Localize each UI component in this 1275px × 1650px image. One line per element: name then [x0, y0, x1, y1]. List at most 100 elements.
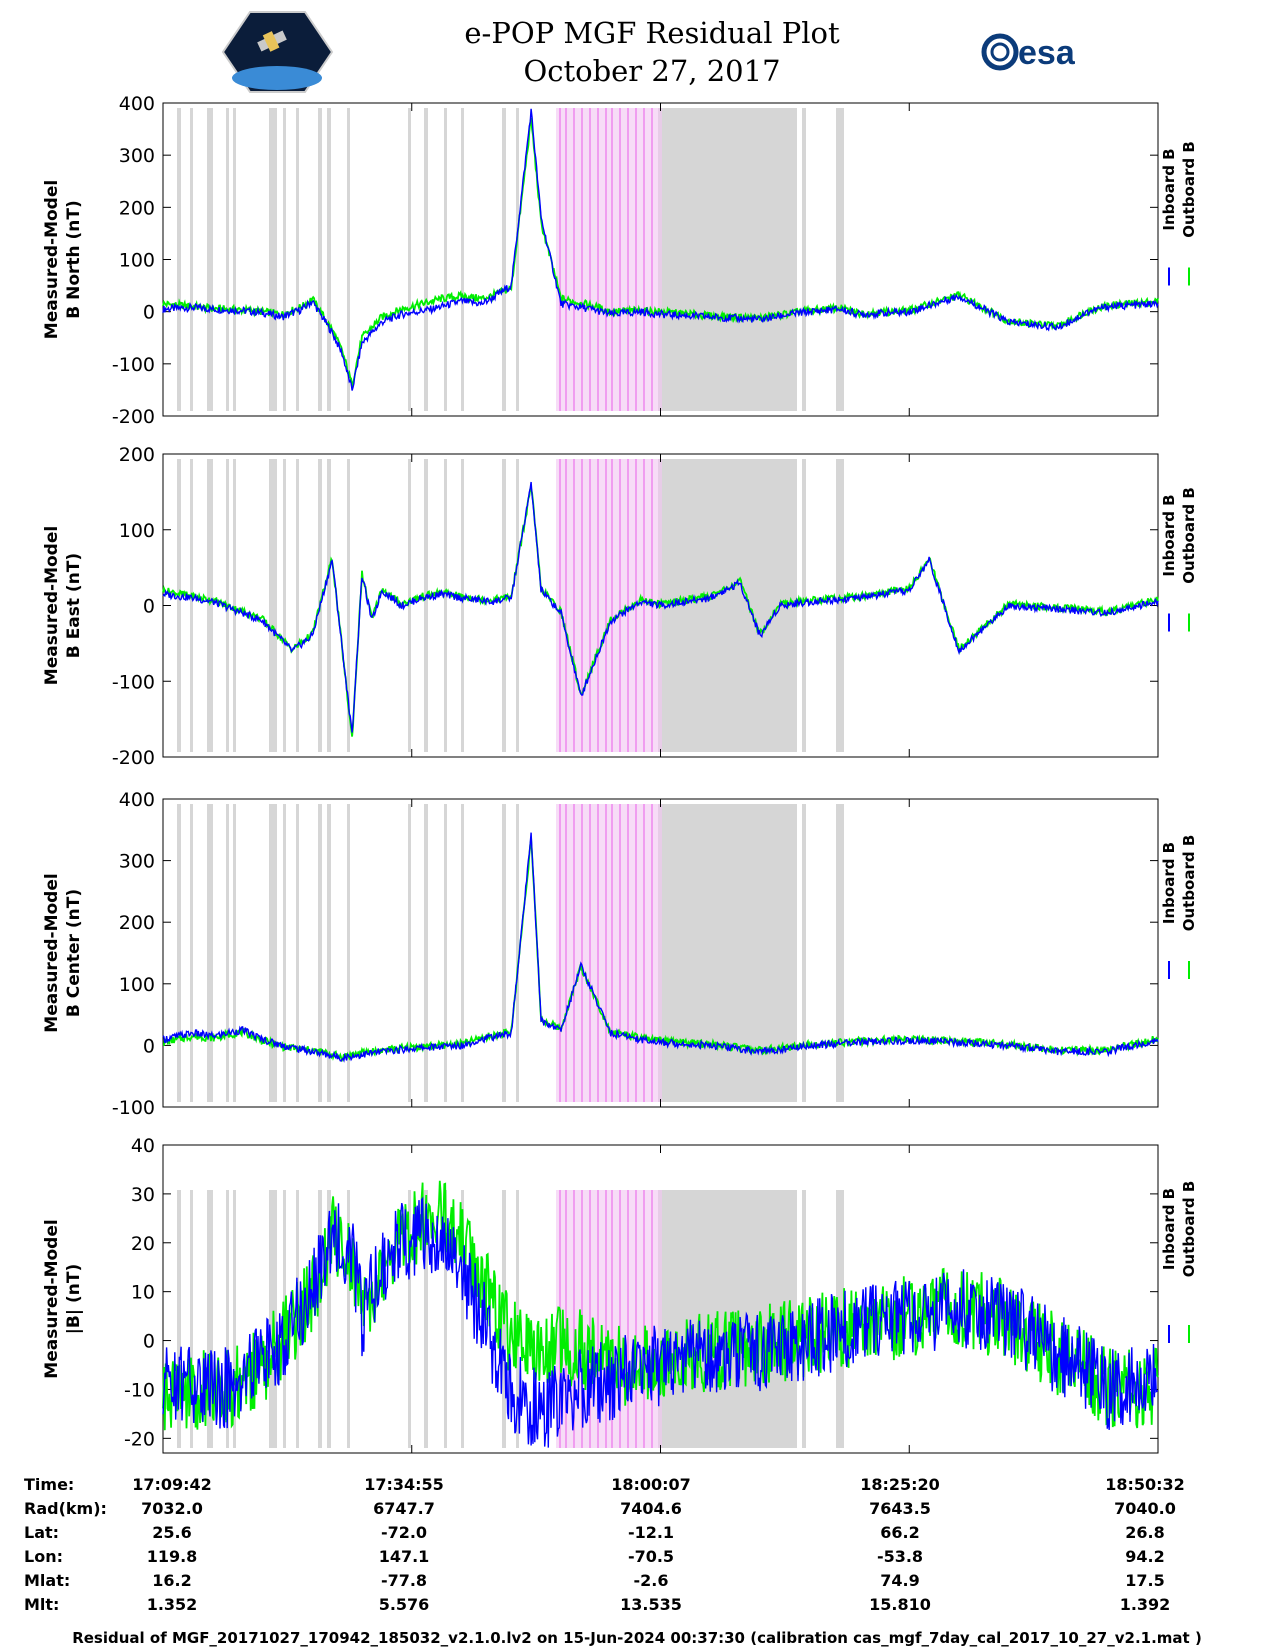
ephemeris-value-lon: -53.8 — [877, 1547, 923, 1566]
ephemeris-value-rad: 7404.6 — [620, 1499, 682, 1518]
ephemeris-value-lat: -12.1 — [628, 1523, 674, 1542]
y-tick-label: 200 — [119, 444, 155, 466]
gap-band — [233, 804, 236, 1102]
esa-logo: esa — [981, 33, 1076, 72]
ephemeris-value-lon: -70.5 — [628, 1547, 674, 1566]
ephemeris-value-time: 17:09:42 — [132, 1475, 212, 1494]
ephemeris-row-label: Mlat: — [24, 1571, 70, 1590]
y-tick-label: 0 — [143, 1035, 155, 1057]
gap-band — [207, 1190, 213, 1448]
y-tick-label: -200 — [112, 406, 155, 428]
y-tick-label: 400 — [119, 789, 155, 811]
ephemeris-value-mlat: -77.8 — [381, 1571, 427, 1590]
y-axis-label: B East (nT) — [64, 553, 84, 658]
pink-band — [556, 459, 662, 752]
gap-band — [836, 804, 844, 1102]
gap-band — [177, 459, 181, 752]
y-tick-label: 200 — [119, 912, 155, 934]
gap-band — [269, 459, 277, 752]
gap-band — [424, 1190, 428, 1448]
gap-band — [318, 804, 322, 1102]
ephemeris-value-lat: -72.0 — [381, 1523, 427, 1542]
y-tick-label: 200 — [119, 197, 155, 219]
gap-band — [408, 1190, 411, 1448]
gap-band — [424, 804, 428, 1102]
plot-title: e-POP MGF Residual Plot — [464, 16, 840, 50]
legend-entry: Outboard B — [1180, 1181, 1198, 1278]
ephemeris-value-mlt: 1.352 — [147, 1595, 198, 1614]
y-axis-label: Measured-Model — [42, 873, 62, 1032]
gap-band — [658, 1190, 797, 1448]
ephemeris-value-lat: 25.6 — [152, 1523, 191, 1542]
gap-band — [269, 108, 277, 411]
gap-band — [502, 108, 506, 411]
gap-band — [283, 459, 286, 752]
gap-band — [296, 804, 299, 1102]
gap-band — [177, 108, 181, 411]
y-tick-label: 10 — [131, 1282, 155, 1304]
y-axis-label: Measured-Model — [42, 1219, 62, 1378]
gap-band — [283, 804, 286, 1102]
gap-band — [444, 1190, 447, 1448]
series-inboard-b — [162, 1196, 1159, 1448]
gap-band — [516, 804, 519, 1102]
ephemeris-row-label: Rad(km): — [24, 1499, 107, 1518]
y-tick-label: 30 — [131, 1184, 155, 1206]
panel-4: -20 -10 0 10 20 30 40 Measured-Model |B| (nT) Inb… — [42, 1135, 1198, 1454]
gap-band — [327, 108, 331, 411]
gap-band — [190, 459, 193, 752]
ephemeris-value-mlt: 5.576 — [379, 1595, 430, 1614]
cassiope-logo — [221, 11, 334, 93]
y-axis-label: B North (nT) — [64, 200, 84, 319]
series-inboard-b — [162, 481, 1159, 733]
gap-band — [327, 1190, 331, 1448]
y-tick-label: 300 — [119, 851, 155, 873]
gap-band — [424, 459, 428, 752]
y-tick-label: 300 — [119, 145, 155, 167]
gap-band — [347, 1190, 350, 1448]
ephemeris-value-mlat: 17.5 — [1125, 1571, 1164, 1590]
gap-band — [226, 1190, 229, 1448]
gap-band — [177, 1190, 181, 1448]
gap-band — [658, 108, 797, 411]
y-tick-label: 100 — [119, 520, 155, 542]
gap-band — [444, 108, 447, 411]
ephemeris-value-lon: 147.1 — [379, 1547, 430, 1566]
ephemeris-row-label: Mlt: — [24, 1595, 59, 1614]
gap-band — [327, 804, 331, 1102]
gap-band — [461, 108, 464, 411]
gap-band — [444, 804, 447, 1102]
legend-entry: Inboard B — [1160, 1188, 1178, 1270]
gap-band — [802, 108, 806, 411]
gap-band — [233, 459, 236, 752]
ephemeris-value-rad: 7643.5 — [869, 1499, 931, 1518]
gap-band — [347, 108, 350, 411]
ephemeris-value-mlat: 16.2 — [152, 1571, 191, 1590]
ephemeris-value-lon: 94.2 — [1125, 1547, 1164, 1566]
gap-band — [318, 108, 322, 411]
gap-band — [408, 108, 411, 411]
y-tick-label: -20 — [124, 1428, 155, 1450]
legend-entry: Outboard B — [1180, 487, 1198, 584]
footer-caption: Residual of MGF_20171027_170942_185032_v… — [72, 1629, 1202, 1647]
y-tick-label: 400 — [119, 93, 155, 115]
gap-band — [424, 108, 428, 411]
y-tick-label: 100 — [119, 250, 155, 272]
gap-band — [461, 804, 464, 1102]
gap-band — [658, 804, 797, 1102]
gap-band — [190, 804, 193, 1102]
ephemeris-row-label: Time: — [24, 1475, 74, 1494]
series-inboard-b — [162, 832, 1159, 1063]
gap-band — [444, 459, 447, 752]
gap-band — [461, 459, 464, 752]
ephemeris-value-mlat: 74.9 — [880, 1571, 919, 1590]
gap-band — [516, 108, 519, 411]
gap-band — [318, 1190, 322, 1448]
plot-date: October 27, 2017 — [523, 54, 780, 88]
y-tick-label: -100 — [112, 1097, 155, 1119]
ephemeris-value-rad: 6747.7 — [373, 1499, 435, 1518]
gap-band — [269, 804, 277, 1102]
y-tick-label: 0 — [143, 596, 155, 618]
gap-band — [836, 108, 844, 411]
y-tick-label: -100 — [112, 354, 155, 376]
